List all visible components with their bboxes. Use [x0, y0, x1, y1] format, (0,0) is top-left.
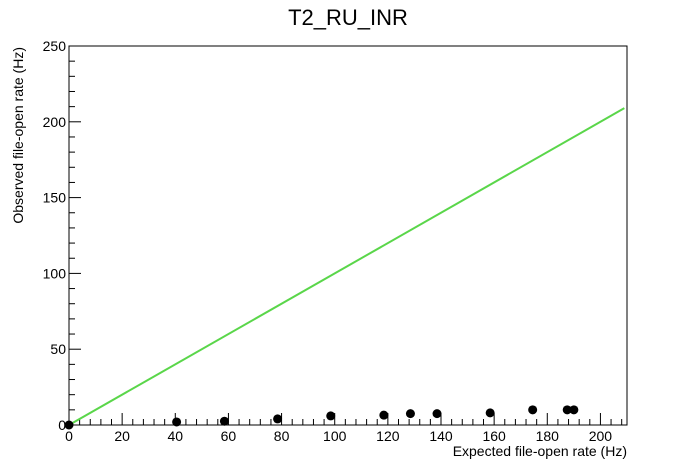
data-point — [64, 420, 74, 430]
x-tick-label: 120 — [376, 428, 400, 444]
y-tick-label: 0 — [58, 417, 66, 433]
y-tick-label: 100 — [43, 265, 67, 281]
x-tick-label: 0 — [65, 428, 73, 444]
data-point — [432, 409, 442, 419]
data-point — [326, 411, 336, 421]
x-tick-label: 20 — [114, 428, 130, 444]
y-tick-label: 150 — [43, 190, 67, 206]
data-point — [405, 409, 415, 419]
x-tick-label: 100 — [323, 428, 347, 444]
y-tick-label: 250 — [43, 38, 67, 54]
data-point — [273, 414, 283, 424]
x-tick-label: 200 — [589, 428, 613, 444]
data-point — [569, 405, 579, 415]
data-point — [172, 417, 182, 427]
x-tick-label: 60 — [221, 428, 237, 444]
y-axis-ticks: 0 50 100 150 200 250 — [43, 38, 81, 433]
chart-title: T2_RU_INR — [288, 5, 408, 30]
x-tick-label: 140 — [429, 428, 453, 444]
series-layer — [64, 107, 625, 430]
y-tick-label: 50 — [50, 341, 66, 357]
x-tick-label: 180 — [536, 428, 560, 444]
x-tick-label: 160 — [482, 428, 506, 444]
plot-frame — [68, 45, 628, 426]
data-point — [562, 405, 572, 415]
data-point — [379, 410, 389, 420]
x-axis-label: Expected file-open rate (Hz) — [453, 443, 627, 459]
data-point — [528, 405, 538, 415]
x-axis-ticks: 0 20 40 60 80 100 120 140 160 180 200 — [65, 413, 623, 444]
x-tick-label: 80 — [274, 428, 290, 444]
y-tick-label: 200 — [43, 114, 67, 130]
reference-line — [68, 107, 625, 426]
data-point — [485, 408, 495, 418]
data-point — [219, 416, 229, 426]
y-axis-label: Observed file-open rate (Hz) — [10, 47, 26, 224]
x-tick-label: 40 — [167, 428, 183, 444]
